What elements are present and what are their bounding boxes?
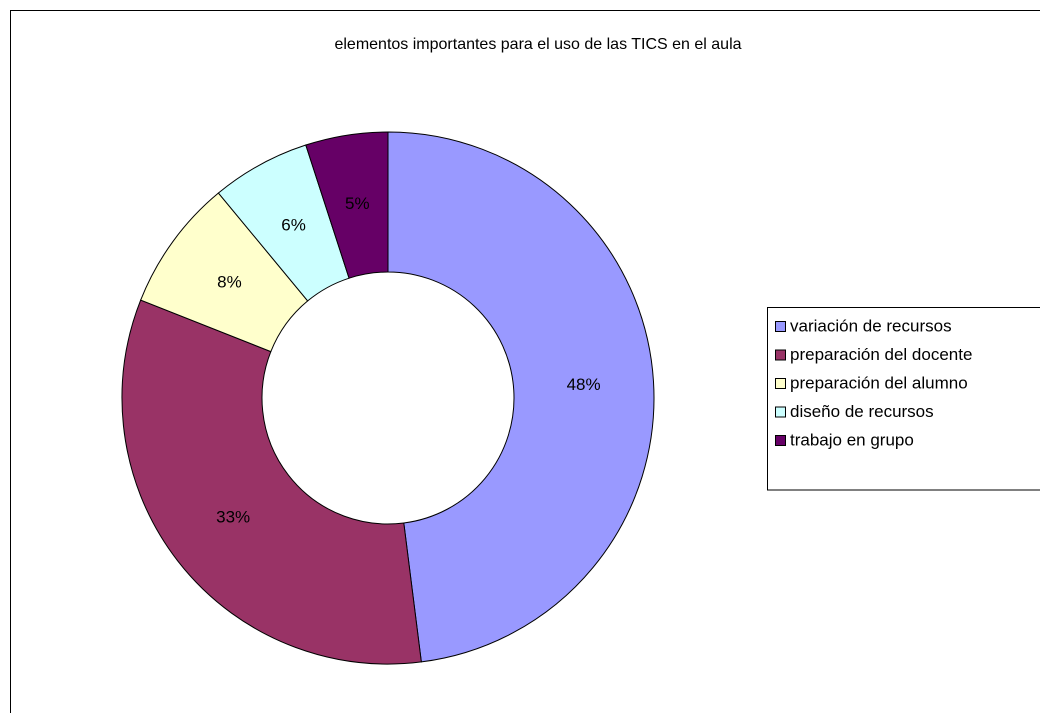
donut-slice (387, 131, 655, 663)
legend-label: variación de recursos (790, 316, 952, 335)
legend-label: preparación del alumno (790, 373, 968, 392)
data-label: 48% (567, 375, 601, 394)
legend-swatch (775, 378, 786, 389)
legend-label: trabajo en grupo (790, 430, 914, 449)
legend-swatch (775, 321, 786, 332)
donut-slice (305, 131, 389, 279)
data-label: 6% (281, 216, 306, 235)
legend-swatch (775, 349, 786, 361)
data-label: 33% (216, 508, 250, 527)
legend-label: preparación del docente (790, 345, 972, 364)
donut-slice (121, 299, 422, 665)
chart-title: elementos importantes para el uso de las… (334, 36, 741, 53)
legend-box (767, 307, 1040, 491)
legend-swatch (775, 435, 786, 446)
data-label: 8% (217, 272, 242, 291)
legend-swatch (775, 406, 786, 418)
data-label: 5% (345, 194, 370, 213)
legend-label: diseño de recursos (790, 402, 934, 421)
